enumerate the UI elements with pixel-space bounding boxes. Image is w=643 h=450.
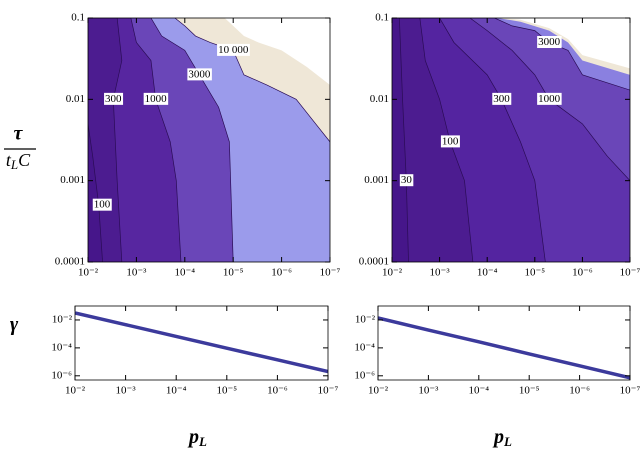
contour-label: 1000 [538, 93, 561, 105]
frame [391, 17, 631, 263]
y-tick-label: 10⁻² [355, 313, 376, 325]
x-tick-label: 10⁻⁷ [620, 267, 641, 279]
contour-label-bg [537, 92, 562, 105]
contour-label: 300 [493, 93, 510, 105]
contour-label-bg [399, 174, 414, 187]
contour-label: 100 [442, 135, 459, 147]
x-tick-label: 10⁻⁵ [524, 267, 545, 279]
x-tick-label: 10⁻⁴ [477, 267, 498, 279]
y-tick-label: 10⁻⁶ [354, 369, 375, 381]
x-tick-label: 10⁻² [382, 267, 403, 279]
y-tick-label: 0.1 [375, 12, 389, 24]
contour-label: 30 [401, 174, 413, 186]
y-tick-label: 10⁻⁴ [354, 341, 375, 353]
x-tick-label: 10⁻⁷ [320, 267, 341, 279]
contour-label-bg [92, 198, 112, 211]
x-tick-label: 10⁻³ [430, 267, 451, 279]
x-tick-label: 10⁻⁶ [267, 385, 288, 397]
y-tick-label: 0.01 [370, 93, 389, 105]
x-tick-label: 10⁻⁶ [572, 267, 593, 279]
boundary-region [224, 18, 330, 86]
x-label-p: p [187, 426, 199, 448]
x-tick-label: 10⁻⁴ [174, 267, 195, 279]
contour-label-bg [143, 92, 169, 105]
x-label-sub: L [198, 434, 207, 449]
y-tick-label: 0.0001 [359, 256, 389, 268]
frame [87, 17, 331, 263]
contour-line [399, 18, 409, 262]
x-tick-label: 10⁻² [368, 385, 389, 397]
x-label-p: p [492, 426, 504, 448]
x-label-sub: L [503, 434, 512, 449]
x-tick-label: 10⁻³ [418, 385, 439, 397]
y-label-c: C [18, 150, 31, 170]
contour-line [419, 18, 474, 262]
x-tick-label: 10⁻² [65, 385, 86, 397]
x-tick-label: 10⁻⁵ [223, 267, 244, 279]
x-tick-label: 10⁻² [78, 267, 99, 279]
y-tick-label: 10⁻⁴ [51, 341, 72, 353]
x-tick-label: 10⁻⁶ [569, 385, 590, 397]
line [378, 316, 630, 380]
x-tick-label: 10⁻³ [116, 385, 137, 397]
plot-area [75, 311, 328, 374]
frame [74, 305, 329, 381]
line [75, 311, 328, 374]
contour-label-bg [537, 36, 562, 49]
contour-label: 3000 [538, 36, 561, 48]
x-tick-label: 10⁻⁴ [468, 385, 489, 397]
y-label-sub: L [10, 157, 18, 172]
plot-area [378, 316, 630, 380]
plot-area [88, 18, 330, 262]
gamma-label: γ [10, 314, 19, 336]
y-tick-label: 0.001 [60, 174, 85, 186]
x-tick-label: 10⁻⁷ [318, 385, 339, 397]
boundary-region [501, 18, 630, 69]
x-tick-label: 10⁻³ [126, 267, 147, 279]
x-label: pL [187, 426, 207, 449]
x-label: pL [492, 426, 512, 449]
y-label-numerator: τ [14, 123, 24, 145]
contour-label-bg [187, 68, 212, 81]
x-tick-label: 10⁻⁷ [620, 385, 641, 397]
plot-area [392, 18, 630, 262]
x-tick-label: 10⁻⁵ [216, 385, 237, 397]
y-tick-label: 0.1 [71, 12, 85, 24]
y-tick-label: 10⁻⁶ [51, 369, 72, 381]
contour-label: 10 000 [218, 44, 249, 56]
contour-label-bg [217, 43, 250, 56]
contour-line [88, 123, 103, 262]
y-tick-label: 0.01 [66, 93, 85, 105]
y-tick-label: 0.001 [364, 174, 389, 186]
y-tick-label: 10⁻² [52, 313, 73, 325]
y-label-denominator: tLC [6, 150, 31, 172]
contour-label-bg [104, 92, 124, 105]
contour-label: 1000 [145, 93, 168, 105]
contour-label-bg [440, 135, 460, 148]
x-tick-label: 10⁻⁵ [519, 385, 540, 397]
x-tick-label: 10⁻⁴ [166, 385, 187, 397]
contour-label: 300 [105, 93, 122, 105]
x-tick-label: 10⁻⁶ [271, 267, 292, 279]
contour-label: 100 [94, 199, 111, 211]
contour-label-bg [492, 92, 512, 105]
contour-label: 3000 [188, 68, 211, 80]
y-label-t: t [6, 150, 12, 170]
frame [377, 305, 631, 381]
y-tick-label: 0.0001 [55, 256, 85, 268]
contour-line [469, 18, 630, 181]
